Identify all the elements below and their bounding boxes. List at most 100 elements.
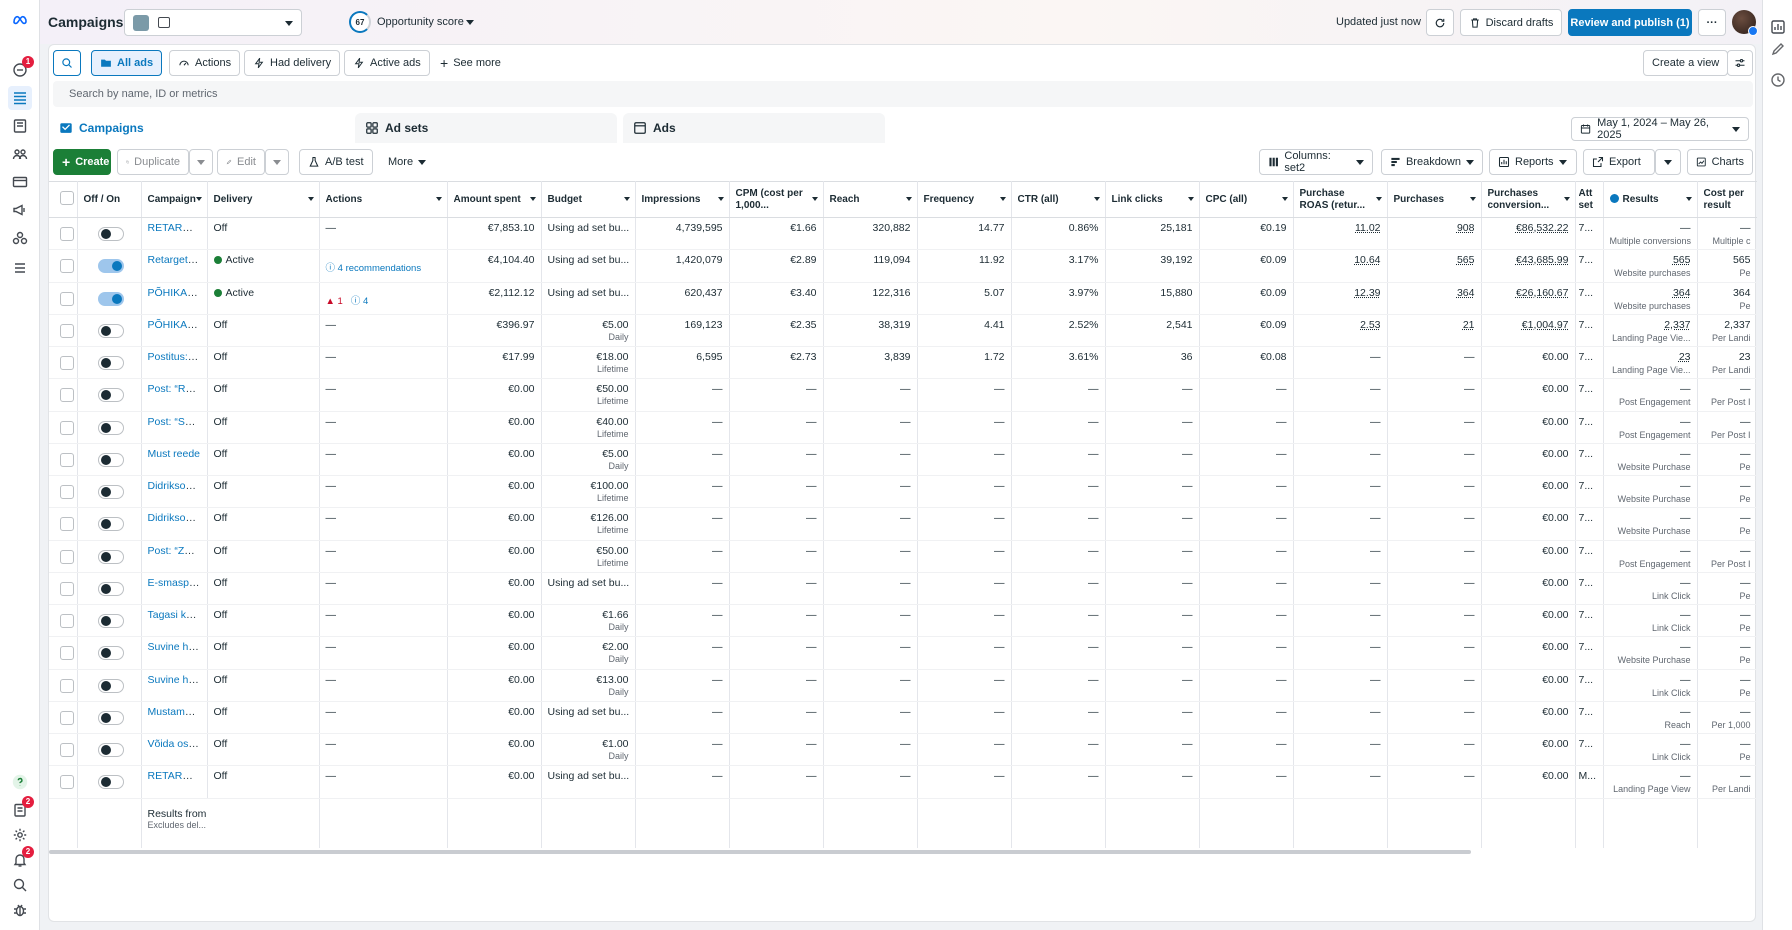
settings-gear-icon[interactable] — [8, 823, 32, 847]
on-off-cell[interactable] — [77, 378, 142, 412]
row-checkbox[interactable] — [60, 581, 74, 596]
create-view-button[interactable]: Create a view — [1643, 50, 1729, 76]
row-select-cell[interactable] — [49, 443, 78, 477]
audiences-icon[interactable] — [8, 142, 32, 166]
business-tools-icon[interactable] — [8, 226, 32, 250]
notifications-bell-icon[interactable]: 2 — [8, 846, 34, 872]
campaign-name-link[interactable]: Post: “Ree... — [147, 383, 206, 396]
row-checkbox[interactable] — [60, 549, 74, 564]
on-off-cell[interactable] — [77, 507, 142, 541]
row-select-cell[interactable] — [49, 572, 78, 606]
filter-all-ads[interactable]: All ads — [91, 50, 163, 76]
refresh-button[interactable] — [1426, 9, 1454, 36]
on-off-cell[interactable] — [77, 540, 142, 573]
campaign-name-cell[interactable]: Must reede — [141, 443, 208, 477]
edit-pencil-icon[interactable] — [1770, 41, 1786, 57]
table-row[interactable]: Mustamäe... Off — €0.00 Using ad set bu... — —… — [49, 701, 1757, 735]
campaign-name-link[interactable]: PÕHIKAM... — [147, 318, 205, 331]
table-row[interactable]: PÕHIKAM... Off — €396.97 €5.00 Daily 169,123 €2… — [49, 314, 1757, 348]
column-header[interactable]: Results — [1603, 181, 1698, 218]
campaign-toggle[interactable] — [97, 549, 124, 564]
chevron-down-icon[interactable] — [717, 197, 724, 201]
reports-button[interactable]: Reports — [1489, 149, 1577, 175]
view-settings-button[interactable] — [1727, 50, 1753, 76]
column-header[interactable]: Frequency — [917, 181, 1012, 218]
on-off-cell[interactable] — [77, 701, 142, 735]
column-header[interactable]: Link clicks — [1105, 181, 1200, 218]
on-off-cell[interactable] — [77, 765, 142, 799]
help-icon[interactable] — [8, 770, 32, 794]
table-row[interactable]: RETARGE... Off — €0.00 Using ad set bu... — — —… — [49, 765, 1757, 799]
review-publish-button[interactable]: Review and publish (1) — [1568, 9, 1692, 36]
history-clock-icon[interactable] — [1770, 72, 1786, 88]
column-header[interactable]: Purchase ROAS (retur... — [1293, 181, 1388, 218]
search-nav-icon[interactable] — [8, 873, 32, 897]
campaign-name-cell[interactable]: Mustamäe... — [141, 701, 208, 735]
campaign-toggle[interactable] — [97, 323, 124, 338]
campaign-name-link[interactable]: Retargetin... — [147, 254, 205, 267]
on-off-cell[interactable] — [77, 217, 142, 251]
horizontal-scrollbar[interactable] — [49, 850, 1471, 854]
date-range-picker[interactable]: May 1, 2024 – May 26, 2025 — [1571, 117, 1749, 141]
campaign-name-cell[interactable]: Retargetin... — [141, 249, 208, 283]
reports-clipboard-icon[interactable]: 2 — [8, 796, 34, 822]
on-off-cell[interactable] — [77, 669, 142, 702]
campaign-name-cell[interactable]: Post: “Zep... — [141, 540, 208, 573]
campaign-toggle[interactable] — [97, 227, 124, 241]
export-menu-button[interactable] — [1655, 149, 1681, 175]
opportunity-score-ring[interactable]: 67 — [349, 11, 371, 33]
campaign-name-link[interactable]: Didriksons... — [147, 480, 206, 492]
campaign-toggle[interactable] — [97, 775, 124, 790]
row-checkbox[interactable] — [60, 291, 74, 306]
row-checkbox[interactable] — [60, 678, 74, 693]
column-header[interactable]: CPC (all) — [1199, 181, 1294, 218]
tab-ad-sets[interactable]: Ad sets — [355, 113, 617, 143]
row-select-cell[interactable] — [49, 604, 78, 638]
campaign-name-link[interactable]: Suvine ho... — [147, 641, 203, 654]
table-row[interactable]: Tagasi koo... Off — €0.00 €1.66 Daily — — — — — — — —… — [49, 604, 1757, 638]
on-off-cell[interactable] — [77, 636, 142, 670]
campaign-name-link[interactable]: Tagasi koo... — [147, 609, 207, 621]
column-header[interactable]: CPM (cost per 1,000... — [729, 181, 824, 218]
row-select-cell[interactable] — [49, 217, 78, 251]
more-options-button[interactable]: ··· — [1698, 9, 1726, 36]
row-checkbox[interactable] — [60, 614, 74, 628]
campaign-toggle[interactable] — [97, 291, 124, 306]
row-checkbox[interactable] — [60, 259, 74, 274]
on-off-cell[interactable] — [77, 282, 142, 315]
export-button[interactable]: Export — [1583, 149, 1655, 175]
campaign-name-cell[interactable]: Võida ostu... — [141, 733, 208, 767]
row-select-cell[interactable] — [49, 507, 78, 541]
chevron-down-icon[interactable] — [1093, 197, 1100, 201]
on-off-cell[interactable] — [77, 572, 142, 606]
column-header[interactable]: Reach — [823, 181, 918, 218]
bug-report-icon[interactable] — [8, 898, 32, 922]
campaign-name-cell[interactable]: Didriksons... — [141, 507, 208, 541]
row-select-cell[interactable] — [49, 282, 78, 315]
table-row[interactable]: Suvine ho... Off — €0.00 €2.00 Daily — — — — — — — — —… — [49, 636, 1757, 670]
chevron-down-icon[interactable] — [1563, 197, 1570, 201]
campaign-name-link[interactable]: Võida ostu... — [147, 738, 206, 750]
campaign-name-cell[interactable]: Suvine ho... — [141, 636, 208, 670]
filter-had-delivery[interactable]: Had delivery — [244, 50, 341, 76]
row-select-cell[interactable] — [49, 314, 78, 348]
campaign-name-cell[interactable]: RETARGE... — [141, 217, 208, 251]
campaign-name-link[interactable]: Must reede — [147, 447, 201, 460]
tab-campaigns[interactable]: Campaigns — [49, 113, 349, 143]
recommendations-link[interactable]: ⓘ 4 recommendations — [325, 263, 422, 275]
row-select-cell[interactable] — [49, 636, 78, 670]
column-header[interactable]: Purchases conversion... — [1481, 181, 1576, 218]
row-checkbox[interactable] — [60, 323, 74, 338]
chevron-down-icon[interactable] — [1375, 197, 1382, 201]
campaign-toggle[interactable] — [97, 420, 124, 435]
row-checkbox[interactable] — [60, 388, 74, 403]
on-off-cell[interactable] — [77, 443, 142, 477]
table-row[interactable]: PÕHIKAM... Active ▲ 1 ⓘ 4 €2,112.12 Using ad … — [49, 282, 1757, 315]
campaign-name-cell[interactable]: Tagasi koo... — [141, 604, 208, 638]
columns-button[interactable]: Columns: set2 — [1259, 149, 1373, 175]
campaign-toggle[interactable] — [97, 452, 124, 467]
ab-test-button[interactable]: A/B test — [299, 149, 373, 175]
row-select-cell[interactable] — [49, 540, 78, 573]
campaign-toggle[interactable] — [97, 710, 124, 725]
column-header[interactable]: Actions — [319, 181, 448, 218]
